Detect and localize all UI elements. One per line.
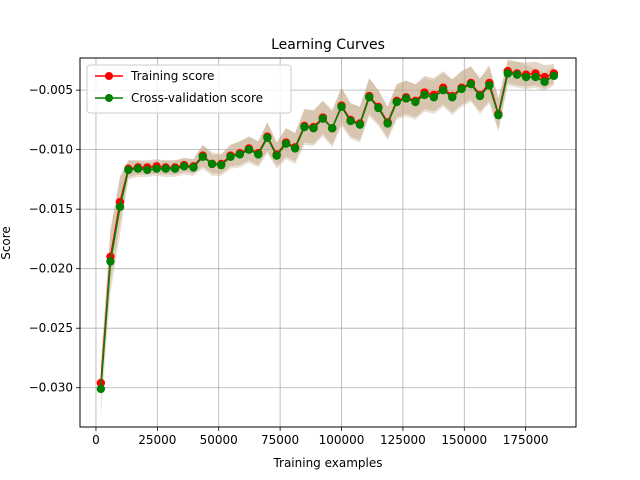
data-point-1 [531, 72, 540, 82]
confidence-band-0 [100, 59, 554, 397]
data-point-1 [198, 152, 207, 161]
data-point-1 [466, 79, 476, 89]
data-point-1 [503, 69, 512, 78]
y-tick-label: −0.010 [29, 143, 73, 157]
data-point-1 [254, 150, 263, 159]
data-point-1 [290, 144, 300, 153]
legend-training-label: Training score [130, 69, 214, 83]
data-point-1 [115, 202, 125, 211]
plot-frame [79, 57, 577, 428]
y-axis-ticks: −0.030 −0.025 −0.020 −0.015 −0.010 −0.005 [29, 83, 80, 395]
data-point-1 [540, 77, 549, 87]
legend-training-marker [105, 72, 113, 80]
data-point-1 [309, 124, 318, 133]
data-point-1 [272, 151, 281, 160]
y-tick-label: −0.015 [29, 202, 73, 216]
data-point-1 [244, 145, 254, 154]
data-point-1 [355, 120, 365, 129]
y-axis-title: Score [0, 226, 13, 260]
data-point-1 [411, 97, 420, 107]
data-point-1 [327, 124, 337, 133]
data-point-1 [485, 81, 494, 90]
data-point-1 [207, 159, 217, 169]
y-tick-label: −0.005 [29, 83, 73, 97]
data-point-1 [429, 93, 439, 102]
data-point-1 [521, 72, 531, 82]
data-point-1 [392, 97, 401, 107]
y-tick-label: −0.030 [29, 381, 73, 395]
data-point-1 [318, 114, 328, 123]
data-point-1 [152, 164, 161, 173]
series [96, 66, 559, 394]
x-axis-ticks: 0 25000 50000 75000 100000 125000 150000 175000 [92, 427, 549, 447]
x-tick-label: 175000 [503, 433, 549, 447]
legend: Training score Cross-validation score [86, 64, 292, 114]
data-point-1 [179, 162, 189, 171]
data-point-1 [133, 164, 143, 173]
y-tick-label: −0.025 [29, 321, 73, 335]
data-point-1 [420, 90, 429, 100]
data-point-1 [124, 165, 133, 175]
y-tick-label: −0.020 [29, 262, 73, 276]
data-point-1 [374, 103, 383, 113]
x-tick-label: 75000 [261, 433, 299, 447]
x-axis-title: Training examples [272, 456, 382, 470]
legend-cv-marker [105, 94, 113, 102]
data-point-1 [365, 93, 374, 102]
data-point-1 [438, 85, 448, 95]
data-point-1 [300, 122, 309, 132]
data-point-1 [337, 102, 346, 112]
x-tick-label: 0 [92, 433, 100, 447]
data-point-1 [401, 94, 411, 103]
data-point-1 [346, 116, 355, 126]
x-tick-label: 150000 [441, 433, 487, 447]
data-point-1 [457, 84, 466, 94]
data-point-1 [235, 150, 245, 159]
data-point-1 [170, 164, 180, 173]
chart-title: Learning Curves [271, 37, 385, 53]
data-point-1 [96, 384, 106, 394]
data-point-1 [281, 139, 291, 148]
data-point-1 [161, 164, 170, 173]
x-tick-label: 50000 [200, 433, 238, 447]
data-point-1 [512, 70, 522, 79]
data-point-1 [448, 93, 457, 102]
data-point-1 [263, 133, 272, 142]
grid [80, 58, 576, 427]
data-point-1 [475, 91, 485, 101]
x-tick-label: 100000 [319, 433, 365, 447]
x-tick-label: 125000 [380, 433, 426, 447]
data-point-1 [494, 110, 503, 120]
legend-cv-label: Cross-validation score [131, 91, 263, 105]
data-point-1 [549, 71, 559, 81]
data-point-1 [189, 163, 198, 172]
confidence-band-1 [100, 61, 554, 416]
data-point-1 [106, 257, 115, 266]
confidence-bands [100, 59, 554, 416]
legend-box [86, 64, 292, 114]
data-point-1 [383, 119, 392, 128]
data-point-1 [216, 160, 226, 170]
data-point-1 [143, 165, 152, 175]
x-tick-label: 25000 [138, 433, 176, 447]
data-point-1 [226, 152, 235, 161]
